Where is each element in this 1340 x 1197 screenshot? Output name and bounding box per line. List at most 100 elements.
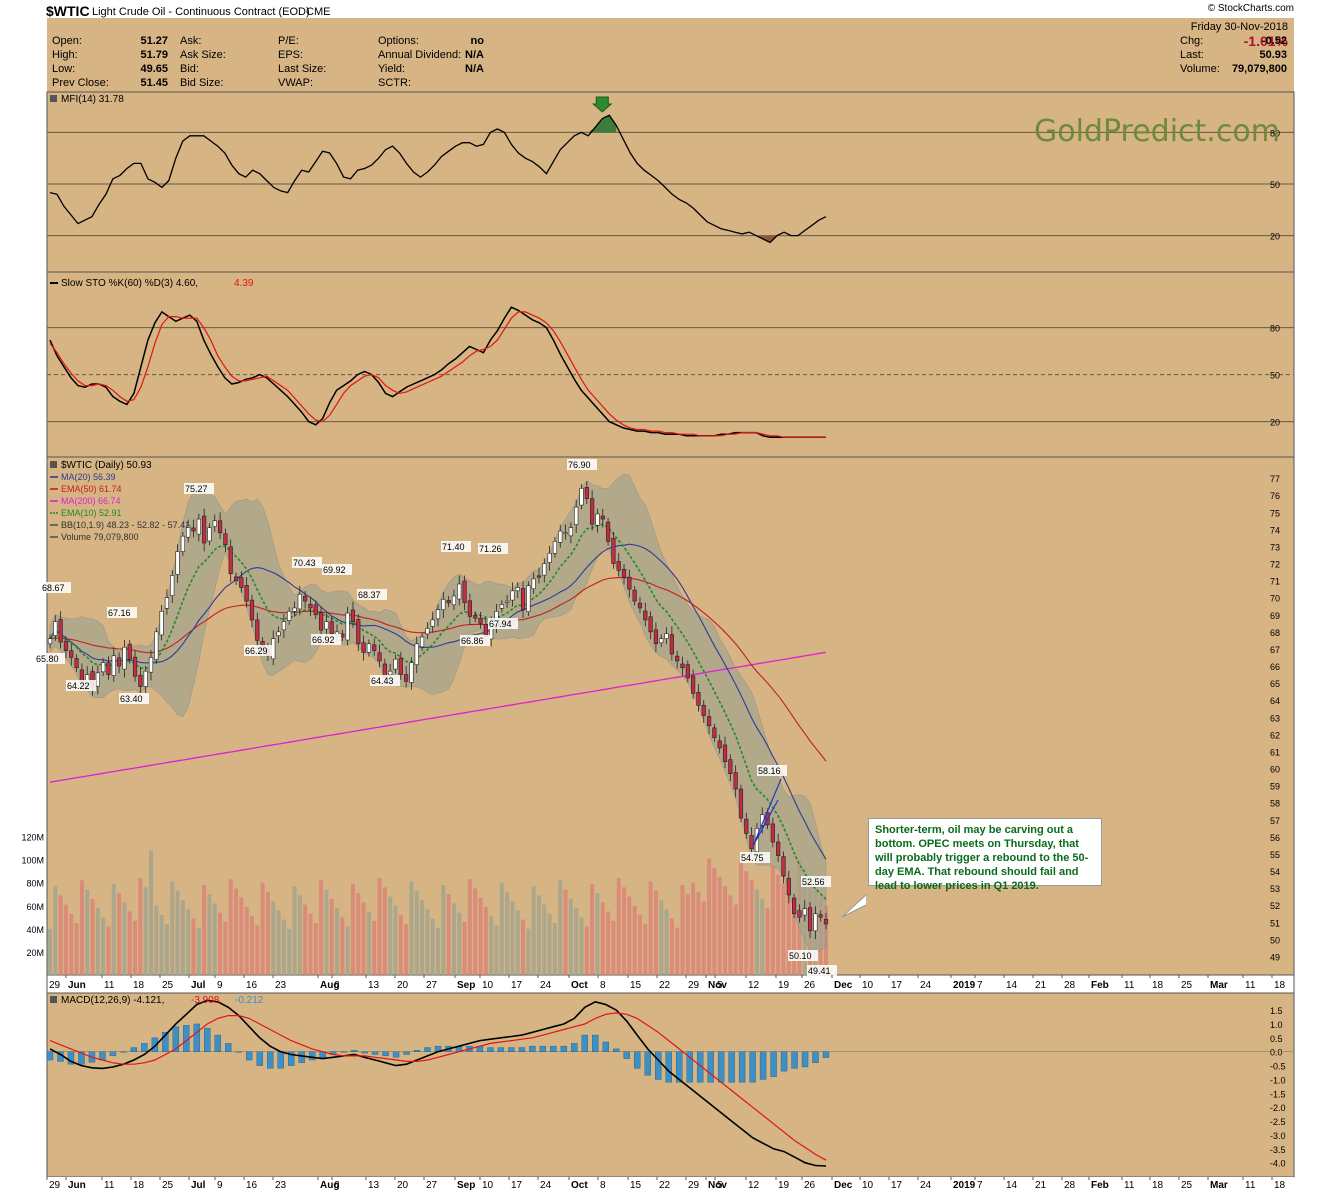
date-tick-label: 20 bbox=[397, 1180, 409, 1191]
date-tick-label: Feb bbox=[1091, 1180, 1109, 1191]
candle-body bbox=[595, 513, 600, 526]
mfi-legend: MFI(14) 31.78 bbox=[61, 94, 124, 105]
quote-label: Ask Size: bbox=[180, 49, 226, 61]
date-tick-label: 24 bbox=[920, 1180, 932, 1191]
quote-label: Bid: bbox=[180, 63, 199, 75]
volume-bar bbox=[329, 898, 334, 975]
macd-histogram-bar bbox=[822, 1051, 830, 1058]
price-tick-label: 52 bbox=[1270, 901, 1280, 911]
date-tick-label: 25 bbox=[1181, 980, 1193, 991]
macd-histogram-bar bbox=[193, 1023, 201, 1052]
candle-body bbox=[499, 604, 504, 609]
date-tick-label: 22 bbox=[659, 1180, 671, 1191]
macd-legend: MACD(12,26,9) -4.121, bbox=[61, 995, 164, 1006]
candle-body bbox=[526, 585, 531, 612]
mfi-line bbox=[49, 114, 827, 244]
candle-body bbox=[350, 609, 356, 622]
volume-bar bbox=[600, 902, 605, 975]
volume-bar bbox=[723, 886, 728, 975]
candle-body bbox=[356, 619, 361, 645]
date-tick-label: 18 bbox=[133, 980, 145, 991]
candle-body bbox=[345, 612, 350, 641]
volume-bar bbox=[335, 908, 340, 975]
volume-bar bbox=[510, 901, 515, 975]
candle-body bbox=[807, 907, 813, 932]
candle-body bbox=[637, 602, 643, 609]
price-point-label: 70.43 bbox=[293, 558, 316, 568]
candle-body bbox=[457, 583, 462, 600]
candle-body bbox=[584, 487, 589, 499]
volume-bar bbox=[653, 890, 658, 975]
macd-histogram-bar bbox=[246, 1051, 253, 1061]
date-tick-label: 16 bbox=[246, 1180, 258, 1191]
candle-body bbox=[669, 634, 674, 655]
volume-bar bbox=[733, 904, 738, 975]
candle-body bbox=[536, 575, 542, 578]
candle-body bbox=[728, 759, 733, 774]
quote-label: Last: bbox=[1180, 49, 1204, 61]
date-tick-label: 10 bbox=[482, 1180, 494, 1191]
macd-histogram-bar bbox=[749, 1051, 756, 1083]
stockcharts-credit: © StockCharts.com bbox=[1207, 3, 1294, 14]
volume-tick-label: 100M bbox=[21, 856, 44, 866]
candle-body bbox=[510, 590, 515, 601]
price-tick-label: 51 bbox=[1270, 918, 1280, 928]
price-label-bg bbox=[478, 543, 508, 554]
candle-body bbox=[515, 587, 520, 592]
price-label-bg bbox=[441, 541, 471, 552]
macd-tick-label: -0.5 bbox=[1270, 1062, 1286, 1072]
candle-body bbox=[473, 615, 478, 619]
candle-body bbox=[701, 705, 706, 716]
candle-body bbox=[313, 604, 318, 616]
date-tick-label: Mar bbox=[1210, 1180, 1228, 1191]
candle-body bbox=[196, 518, 201, 535]
ema50-line bbox=[49, 577, 827, 762]
macd-histogram-bar bbox=[696, 1051, 704, 1083]
macd-histogram-bar bbox=[613, 1048, 620, 1052]
quote-date: Friday 30-Nov-2018 bbox=[1190, 21, 1288, 33]
macd-histogram-bar bbox=[350, 1050, 358, 1052]
quote-value: 50.93 bbox=[1259, 49, 1287, 61]
macd-histogram-bar bbox=[759, 1051, 767, 1080]
candle-body bbox=[738, 788, 744, 819]
quote-label: Annual Dividend: bbox=[378, 49, 462, 61]
price-tick-label: 77 bbox=[1270, 474, 1280, 484]
date-tick-label: 11 bbox=[104, 980, 115, 991]
volume-bar bbox=[420, 900, 425, 975]
date-tick-label: 17 bbox=[891, 980, 903, 991]
volume-bar bbox=[744, 871, 749, 975]
volume-bar bbox=[170, 881, 175, 975]
macd-histogram-bar bbox=[529, 1045, 536, 1052]
macd-tick-label: -3.0 bbox=[1270, 1131, 1286, 1141]
volume-bar bbox=[95, 908, 100, 975]
date-tick-label: 17 bbox=[891, 1180, 903, 1191]
price-label-bg bbox=[757, 765, 787, 776]
candle-body bbox=[372, 644, 377, 651]
ma200-line bbox=[49, 651, 827, 783]
price-legend-item: BB(10,1.9) 48.23 - 52.82 - 57.41 bbox=[61, 520, 190, 530]
price-point-label: 63.40 bbox=[120, 694, 143, 704]
price-label-bg bbox=[41, 582, 71, 593]
volume-bar bbox=[776, 874, 781, 975]
volume-bar bbox=[436, 927, 440, 975]
date-tick-label: 25 bbox=[162, 1180, 174, 1191]
date-tick-label: 24 bbox=[920, 980, 932, 991]
candle-body bbox=[627, 576, 632, 590]
date-tick-label: Sep bbox=[457, 980, 475, 991]
candle-body bbox=[122, 646, 127, 670]
price-tick-label: 72 bbox=[1270, 560, 1280, 570]
price-tick-label: 66 bbox=[1270, 662, 1280, 672]
volume-bar bbox=[297, 895, 302, 975]
sto-legend: Slow STO %K(60) %D(3) 4.60, bbox=[61, 278, 198, 289]
triangle-pattern bbox=[752, 778, 782, 847]
volume-bar bbox=[430, 918, 435, 975]
macd-line-1 bbox=[49, 1012, 827, 1161]
quote-label: Open: bbox=[52, 35, 82, 47]
price-point-label: 68.67 bbox=[42, 583, 65, 593]
price-legend-icon bbox=[50, 461, 57, 468]
macd-histogram-bar bbox=[497, 1047, 505, 1052]
candle-body bbox=[292, 607, 297, 612]
date-tick-label: 11 bbox=[1245, 980, 1256, 991]
macd-histogram-bar bbox=[340, 1051, 347, 1053]
date-tick-label: 10 bbox=[862, 1180, 874, 1191]
